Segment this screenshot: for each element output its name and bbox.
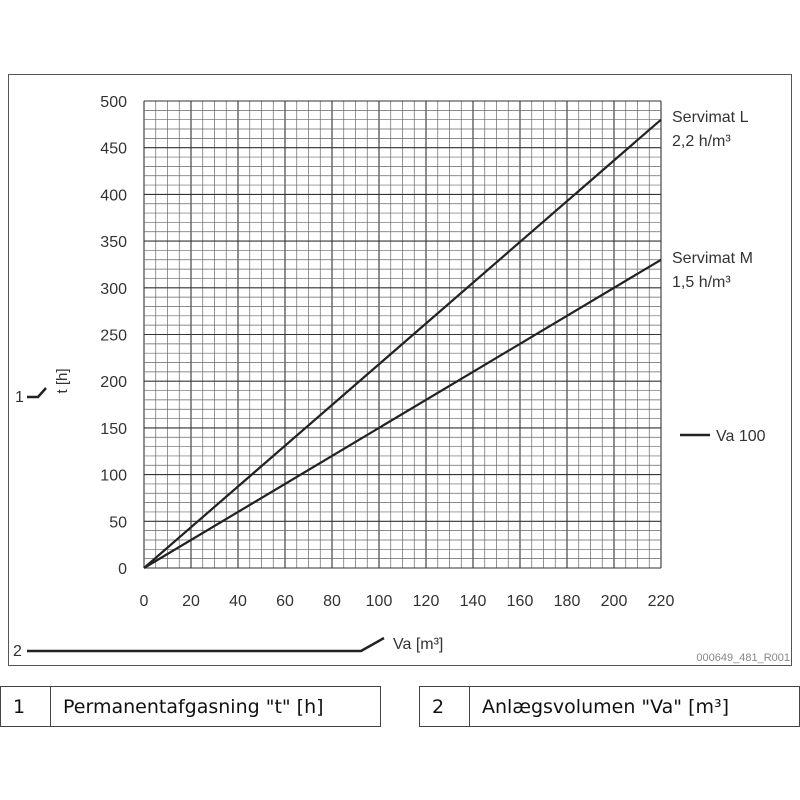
x-tick-label: 100 (366, 593, 393, 610)
legend-row-1: 1 Permanentafgasning "t" [h] (0, 686, 381, 727)
x-tick-label: 200 (601, 593, 628, 610)
y-tick-label: 350 (100, 234, 127, 251)
servimat-l-label: Servimat L (672, 109, 749, 126)
y-tick-label: 250 (100, 328, 127, 345)
y-tick-label: 500 (100, 94, 127, 111)
x-tick-label: 20 (182, 593, 200, 610)
x-tick-label: 0 (140, 593, 149, 610)
servimat-m-rate: 1,5 h/m³ (672, 274, 731, 291)
y-tick-label: 50 (109, 514, 127, 531)
callout-2-leader (27, 636, 385, 653)
y-tick-label: 450 (100, 141, 127, 158)
y-tick-label: 300 (100, 281, 127, 298)
grid (143, 100, 662, 569)
x-tick-label: 140 (460, 593, 487, 610)
series-line-servimat-l (143, 118, 662, 569)
series-lines (143, 118, 662, 569)
callout-1: 1 (15, 389, 24, 406)
servimat-m-label: Servimat M (672, 250, 753, 267)
series-line-servimat-m (143, 258, 662, 569)
x-tick-label: 80 (323, 593, 341, 610)
y-tick-label: 200 (100, 374, 127, 391)
x-tick-label: 40 (229, 593, 247, 610)
y-axis-label: t [h] (54, 368, 71, 393)
y-tick-label: 400 (100, 187, 127, 204)
chart: 0 20 40 60 80 100 120 140 160 180 200 2200501001502… (13, 94, 790, 664)
y-tick-label: 150 (100, 421, 127, 438)
x-tick-label: 120 (413, 593, 440, 610)
tick-labels: 0 20 40 60 80 100 120 140 160 180 200 220 0 50 100 150 2… (100, 94, 674, 610)
va-100-label: Va 100 (716, 428, 766, 445)
x-tick-label: 160 (507, 593, 534, 610)
y-tick-label: 0 (118, 561, 127, 578)
legend-row-2: 2 Anlægsvolumen "Va" [m³] (419, 686, 800, 727)
x-axis-label: Va [m³] (393, 636, 443, 653)
figure-code: 000649_481_R001 (696, 652, 790, 664)
servimat-l-rate: 2,2 h/m³ (672, 133, 731, 150)
x-tick-label: 180 (554, 593, 581, 610)
y-tick-label: 100 (100, 468, 127, 485)
x-tick-label: 220 (648, 593, 675, 610)
legend-text: Anlægsvolumen "Va" [m³] (469, 686, 800, 727)
callout-2: 2 (13, 643, 22, 660)
legend-number: 1 (0, 686, 51, 727)
legend-number: 2 (419, 686, 470, 727)
chart-frame (8, 74, 792, 666)
x-tick-label: 60 (276, 593, 294, 610)
callout-1-leader (27, 387, 47, 399)
legend-text: Permanentafgasning "t" [h] (50, 686, 381, 727)
